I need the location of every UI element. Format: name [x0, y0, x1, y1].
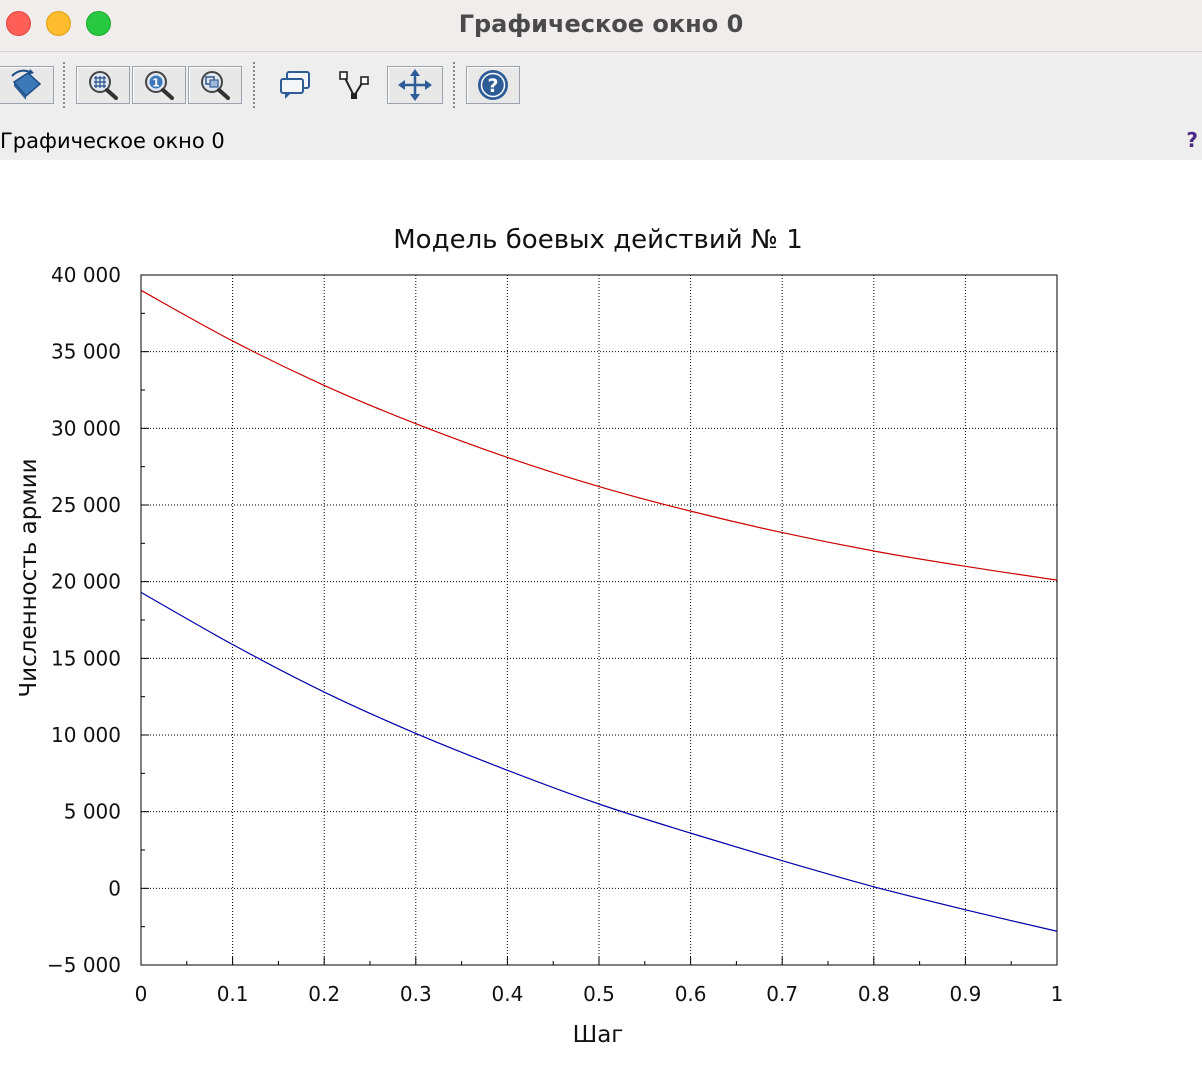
toolbar-separator: [253, 62, 255, 110]
x-tick-label: 0.3: [400, 982, 432, 1006]
x-tick-label: 0.7: [766, 982, 798, 1006]
help-button[interactable]: ?: [466, 66, 520, 104]
chart[interactable]: 0 0.1 0.2 0.3 0.4 0.5 0.6 0.7 0.8 0.9 1 −5 000 0 5 00…: [0, 160, 1202, 1074]
y-tick-label: 40 000: [51, 263, 121, 287]
zoom-grid-button[interactable]: [76, 66, 130, 104]
zoom-one-icon: 1: [145, 71, 174, 100]
x-tick-label: 0.6: [675, 982, 707, 1006]
y-tick-label: 0: [108, 876, 121, 900]
x-tick-label: 0.8: [858, 982, 890, 1006]
ticks: 0 0.1 0.2 0.3 0.4 0.5 0.6 0.7 0.8 0.9 1 −5 000 0 5 00…: [47, 263, 1063, 1006]
series-line-2: [140, 591, 1058, 932]
x-tick-label: 1: [1051, 982, 1064, 1006]
minimize-window-button[interactable]: [46, 11, 71, 36]
y-tick-label: 20 000: [51, 570, 121, 594]
pan-button[interactable]: [387, 66, 443, 104]
edit-curve-button[interactable]: [328, 66, 382, 104]
toolbar: 1: [0, 52, 1202, 122]
y-tick-label: −5 000: [47, 953, 121, 977]
x-tick-label: 0.9: [949, 982, 981, 1006]
toolbar-separator: [453, 62, 455, 110]
zoom-window-button[interactable]: [86, 11, 111, 36]
zoom-area-icon: [201, 71, 230, 100]
zoom-area-button[interactable]: [188, 66, 242, 104]
datatip-button[interactable]: [268, 66, 322, 104]
series-line-1: [140, 289, 1058, 581]
plot-area[interactable]: 0 0.1 0.2 0.3 0.4 0.5 0.6 0.7 0.8 0.9 1 −5 000 0 5 00…: [0, 160, 1202, 1074]
chart-title: Модель боевых действий № 1: [393, 225, 803, 255]
curve-edit-icon: [339, 71, 369, 99]
zoom-grid-icon: [89, 71, 118, 100]
datatip-icon: [280, 71, 310, 99]
info-help-icon[interactable]: ?: [1186, 128, 1198, 152]
rotate-button[interactable]: [0, 66, 54, 104]
grid: [141, 275, 1057, 965]
y-tick-label: 25 000: [51, 493, 121, 517]
close-window-button[interactable]: [6, 11, 31, 36]
y-tick-label: 15 000: [51, 646, 121, 670]
x-tick-label: 0.4: [491, 982, 523, 1006]
y-tick-label: 30 000: [51, 416, 121, 440]
y-axis-label: Численность армии: [16, 458, 42, 697]
figure-label: Графическое окно 0: [0, 129, 225, 153]
y-tick-label: 10 000: [51, 723, 121, 747]
toolbar-separator: [63, 62, 65, 110]
series: [140, 289, 1058, 932]
rotate-icon: [11, 69, 42, 100]
info-bar: Графическое окно 0 ?: [0, 122, 1202, 160]
x-tick-label: 0.5: [583, 982, 615, 1006]
x-axis-label: Шаг: [573, 1022, 624, 1048]
x-tick-label: 0: [135, 982, 148, 1006]
x-tick-label: 0.2: [308, 982, 340, 1006]
y-tick-label: 35 000: [51, 340, 121, 364]
zoom-reset-button[interactable]: 1: [132, 66, 186, 104]
title-bar: Графическое окно 0: [0, 0, 1202, 52]
y-tick-label: 5 000: [64, 800, 121, 824]
svg-text:1: 1: [152, 77, 160, 90]
window-title: Графическое окно 0: [458, 10, 744, 38]
pan-arrows-icon: [398, 69, 432, 101]
svg-text:?: ?: [487, 75, 498, 97]
help-icon: ?: [478, 70, 508, 100]
x-tick-label: 0.1: [217, 982, 249, 1006]
